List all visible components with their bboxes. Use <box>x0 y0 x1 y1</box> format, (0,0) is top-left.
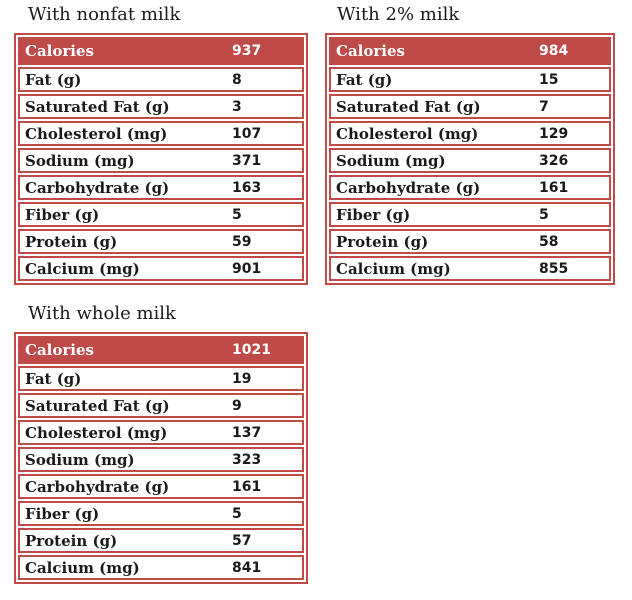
nutrient-value: 855 <box>539 260 569 277</box>
nutrient-value: 59 <box>232 233 252 250</box>
table-row: Carbohydrate (g) 163 <box>18 175 304 200</box>
nutrition-table-whole-milk: Calories 1021 Fat (g) 19 Saturated Fat (g) 9 C… <box>14 332 308 584</box>
table-row: Calcium (mg) 841 <box>18 555 304 580</box>
table-row: Saturated Fat (g) 7 <box>329 94 611 119</box>
nutrient-value: 129 <box>539 125 569 142</box>
table-header-row: Calories 937 <box>18 37 304 65</box>
table-row: Calcium (mg) 855 <box>329 256 611 281</box>
nutrient-value: 15 <box>539 71 559 88</box>
nutrient-label: Cholesterol (mg) <box>336 124 479 143</box>
nutrient-label: Saturated Fat (g) <box>336 97 481 116</box>
table-row: Fat (g) 8 <box>18 67 304 92</box>
table-row: Fat (g) 19 <box>18 366 304 391</box>
nutrient-value: 8 <box>232 71 242 88</box>
table-row: Fiber (g) 5 <box>329 202 611 227</box>
nutrient-label: Cholesterol (mg) <box>25 124 168 143</box>
nutrient-label: Fiber (g) <box>25 205 100 224</box>
nutrient-value: 984 <box>539 43 569 59</box>
nutrient-label: Sodium (mg) <box>25 151 135 170</box>
nutrient-value: 9 <box>232 397 242 414</box>
nutrient-label: Fat (g) <box>25 70 82 89</box>
nutrient-value: 161 <box>539 179 569 196</box>
nutrient-value: 937 <box>232 43 262 59</box>
table-row: Fat (g) 15 <box>329 67 611 92</box>
nutrient-label: Carbohydrate (g) <box>25 178 170 197</box>
nutrition-table-2-percent-milk: Calories 984 Fat (g) 15 Saturated Fat (g) 7 Ch… <box>325 33 615 285</box>
nutrient-value: 19 <box>232 370 252 387</box>
nutrient-value: 5 <box>232 505 242 522</box>
nutrient-label: Sodium (mg) <box>336 151 446 170</box>
table-row: Protein (g) 58 <box>329 229 611 254</box>
nutrient-label: Calories <box>25 42 94 60</box>
nutrient-label: Saturated Fat (g) <box>25 97 170 116</box>
table-title-2-percent-milk: With 2% milk <box>337 4 460 25</box>
nutrient-label: Calories <box>25 341 94 359</box>
nutrient-value: 163 <box>232 179 262 196</box>
nutrient-value: 7 <box>539 98 549 115</box>
nutrient-value: 5 <box>232 206 242 223</box>
nutrient-value: 3 <box>232 98 242 115</box>
nutrient-label: Fat (g) <box>25 369 82 388</box>
table-row: Protein (g) 59 <box>18 229 304 254</box>
nutrient-value: 901 <box>232 260 262 277</box>
nutrient-label: Protein (g) <box>25 531 118 550</box>
nutrient-label: Sodium (mg) <box>25 450 135 469</box>
nutrient-value: 57 <box>232 532 252 549</box>
table-row: Cholesterol (mg) 129 <box>329 121 611 146</box>
nutrient-label: Fiber (g) <box>25 504 100 523</box>
nutrient-label: Carbohydrate (g) <box>25 477 170 496</box>
table-group-whole-milk: With whole milk Calories 1021 Fat (g) 19 Sat… <box>14 303 308 584</box>
table-header-row: Calories 984 <box>329 37 611 65</box>
table-row: Carbohydrate (g) 161 <box>18 474 304 499</box>
table-group-2-percent-milk: With 2% milk Calories 984 Fat (g) 15 Saturat… <box>325 4 615 285</box>
table-row: Sodium (mg) 371 <box>18 148 304 173</box>
table-row: Saturated Fat (g) 9 <box>18 393 304 418</box>
table-group-nonfat-milk: With nonfat milk Calories 937 Fat (g) 8 Satu… <box>14 4 308 285</box>
table-row: Sodium (mg) 323 <box>18 447 304 472</box>
table-row: Saturated Fat (g) 3 <box>18 94 304 119</box>
nutrient-label: Protein (g) <box>336 232 429 251</box>
table-header-row: Calories 1021 <box>18 336 304 364</box>
table-row: Carbohydrate (g) 161 <box>329 175 611 200</box>
nutrient-value: 1021 <box>232 342 271 358</box>
nutrient-label: Fiber (g) <box>336 205 411 224</box>
nutrient-value: 161 <box>232 478 262 495</box>
nutrient-label: Calcium (mg) <box>336 259 451 278</box>
table-row: Protein (g) 57 <box>18 528 304 553</box>
nutrient-value: 371 <box>232 152 262 169</box>
nutrient-value: 323 <box>232 451 262 468</box>
nutrient-label: Fat (g) <box>336 70 393 89</box>
table-row: Calcium (mg) 901 <box>18 256 304 281</box>
nutrient-label: Cholesterol (mg) <box>25 423 168 442</box>
nutrient-value: 326 <box>539 152 569 169</box>
nutrient-label: Calcium (mg) <box>25 558 140 577</box>
table-row: Fiber (g) 5 <box>18 202 304 227</box>
table-title-nonfat-milk: With nonfat milk <box>28 4 181 25</box>
nutrient-label: Carbohydrate (g) <box>336 178 481 197</box>
nutrient-label: Calories <box>336 42 405 60</box>
nutrient-label: Protein (g) <box>25 232 118 251</box>
nutrient-label: Saturated Fat (g) <box>25 396 170 415</box>
nutrient-value: 107 <box>232 125 262 142</box>
table-title-whole-milk: With whole milk <box>28 303 176 324</box>
table-row: Cholesterol (mg) 137 <box>18 420 304 445</box>
table-row: Cholesterol (mg) 107 <box>18 121 304 146</box>
nutrient-value: 137 <box>232 424 262 441</box>
nutrition-table-nonfat-milk: Calories 937 Fat (g) 8 Saturated Fat (g) 3 Cho… <box>14 33 308 285</box>
nutrient-value: 5 <box>539 206 549 223</box>
nutrient-label: Calcium (mg) <box>25 259 140 278</box>
nutrient-value: 841 <box>232 559 262 576</box>
table-row: Fiber (g) 5 <box>18 501 304 526</box>
table-row: Sodium (mg) 326 <box>329 148 611 173</box>
nutrient-value: 58 <box>539 233 559 250</box>
